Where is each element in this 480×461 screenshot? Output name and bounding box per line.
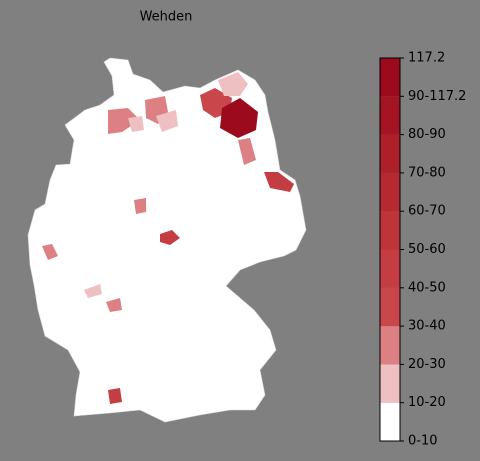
colorbar-segment — [380, 326, 400, 365]
colorbar-segment — [380, 249, 400, 288]
region — [218, 72, 248, 96]
region — [220, 98, 258, 138]
colorbar-label: 0-10 — [408, 434, 438, 449]
colorbar-segment — [380, 402, 400, 441]
colorbar-label: 10-20 — [408, 395, 446, 410]
colorbar-label: 50-60 — [408, 242, 446, 257]
region — [160, 230, 180, 245]
colorbar-label: 60-70 — [408, 204, 446, 219]
region — [128, 116, 144, 132]
colorbar-segment — [380, 364, 400, 403]
region — [108, 108, 140, 134]
map-title: Wehden — [140, 10, 193, 25]
colorbar-segment — [380, 211, 400, 250]
colorbar-segment — [380, 172, 400, 212]
colorbar-label: 20-30 — [408, 357, 446, 372]
region — [84, 284, 102, 298]
colorbar-segment — [380, 134, 400, 173]
colorbar-label: 117.2 — [408, 51, 445, 66]
region — [106, 298, 122, 312]
colorbar-label: 80-90 — [408, 127, 446, 142]
colorbar-label: 40-50 — [408, 280, 446, 295]
colorbar-label: 90-117.2 — [408, 89, 466, 104]
colorbar-label: 70-80 — [408, 165, 446, 180]
colorbar: 0-10 10-20 20-30 30-40 40-50 50-60 60-70 70-80 8… — [379, 51, 466, 449]
region — [42, 244, 58, 260]
colorbar-label: 30-40 — [408, 319, 446, 334]
region — [238, 138, 256, 165]
region — [156, 110, 178, 132]
germany-map — [27, 57, 307, 423]
region — [134, 198, 146, 214]
colorbar-segment — [380, 58, 400, 97]
region — [108, 388, 122, 404]
region — [264, 172, 294, 192]
colorbar-segment — [380, 96, 400, 135]
colorbar-segment — [380, 287, 400, 327]
